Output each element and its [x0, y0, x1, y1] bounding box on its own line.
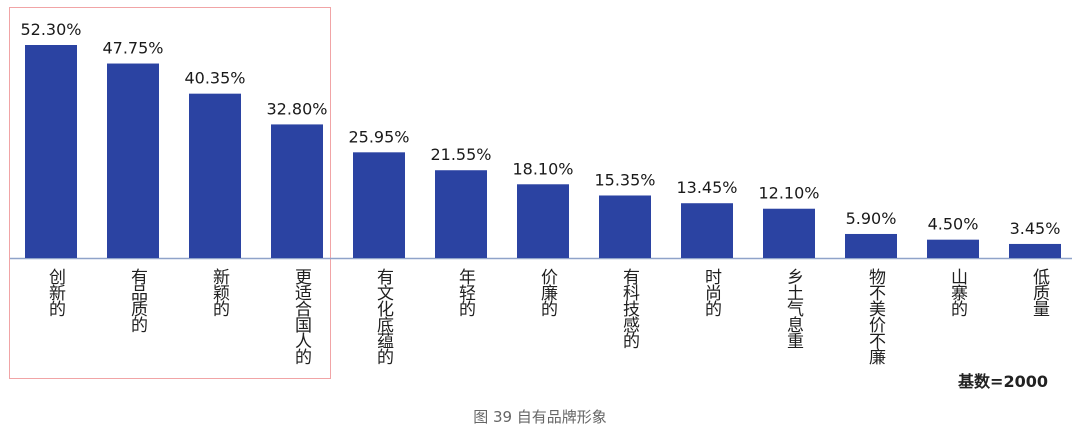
bar-value-label: 32.80% — [266, 99, 327, 118]
category-label: 有文化底蕴的 — [373, 268, 393, 364]
category-label: 山寨的 — [947, 268, 967, 316]
bar — [845, 233, 897, 258]
bar-value-label: 25.95% — [348, 127, 409, 146]
category-label: 物不美价不廉 — [865, 268, 885, 364]
bar — [435, 170, 487, 258]
category-label: 乡土气息重 — [783, 268, 803, 348]
bar-value-label: 15.35% — [594, 170, 655, 189]
base-note: 基数=2000 — [958, 372, 1048, 391]
category-label: 有品质的 — [127, 268, 147, 332]
bar-value-label: 5.90% — [846, 209, 897, 228]
bar — [1009, 243, 1061, 258]
bar — [353, 152, 405, 258]
category-label: 年轻的 — [455, 268, 475, 316]
bar — [517, 184, 569, 258]
bar — [763, 208, 815, 258]
category-label: 价廉的 — [537, 268, 557, 316]
figure-caption: 图 39 自有品牌形象 — [473, 408, 607, 426]
bar — [599, 195, 651, 258]
bar — [927, 239, 979, 258]
bar-value-label: 12.10% — [758, 184, 819, 203]
bar-value-label: 21.55% — [430, 145, 491, 164]
category-label: 更适合国人的 — [291, 268, 311, 364]
bar-value-label: 4.50% — [928, 215, 979, 234]
bar-value-label: 3.45% — [1010, 219, 1061, 238]
category-label: 有科技感的 — [619, 268, 639, 348]
bar-value-label: 40.35% — [184, 69, 245, 88]
bar — [189, 93, 241, 258]
bar — [25, 45, 77, 258]
category-label: 新颖的 — [209, 268, 229, 316]
highlight-box — [9, 7, 331, 379]
bar-value-label: 13.45% — [676, 178, 737, 197]
bar-value-label: 52.30% — [20, 20, 81, 39]
bar — [681, 203, 733, 258]
bar — [271, 124, 323, 258]
category-label: 创新的 — [45, 268, 65, 316]
category-label: 时尚的 — [701, 268, 721, 316]
bar-value-label: 18.10% — [512, 159, 573, 178]
bar-value-label: 47.75% — [102, 39, 163, 58]
category-label: 低质量 — [1029, 268, 1049, 316]
bar — [107, 63, 159, 258]
